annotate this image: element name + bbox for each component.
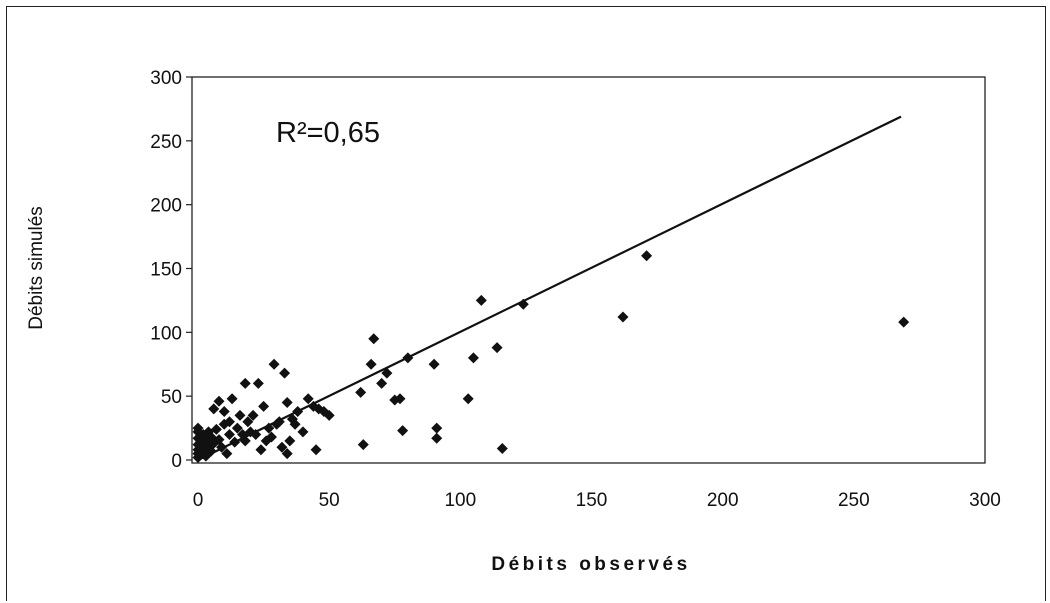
data-point [226,393,238,405]
data-point [289,418,301,430]
data-point [475,294,487,306]
y-tick-label: 150 [150,260,182,281]
data-point [402,352,414,364]
data-point [273,416,285,428]
y-tick-label: 50 [161,387,182,408]
plot-area-border [191,76,986,464]
data-point [428,358,440,370]
x-tick-label: 100 [444,490,476,511]
y-tick-label: 250 [150,132,182,153]
data-point [431,432,443,444]
data-point [281,397,293,409]
data-point [252,377,264,389]
data-point [229,436,241,448]
data-point [223,428,235,440]
y-tick-label: 200 [150,196,182,217]
data-point [302,393,314,405]
y-axis-title: Débits simulés [26,206,47,330]
data-point [216,441,228,453]
data-point [496,443,508,455]
data-point [208,403,220,415]
x-axis-title: Débits observés [491,554,690,575]
data-point [355,386,367,398]
data-point [258,400,270,412]
x-tick-label: 300 [969,490,1001,511]
x-tick-label: 250 [838,490,870,511]
data-point [394,393,406,405]
data-point [231,422,243,434]
data-point [268,358,280,370]
data-point [221,448,233,460]
data-point [213,395,225,407]
data-point [467,352,479,364]
data-point [898,316,910,328]
trend-line [197,115,902,461]
x-tick-label: 50 [319,490,340,511]
data-point [247,409,259,421]
data-point [292,405,304,417]
data-point [218,405,230,417]
x-tick-label: 200 [707,490,739,511]
data-point [281,448,293,460]
data-point [234,409,246,421]
data-point [323,409,335,421]
data-point [641,250,653,262]
data-point [265,431,277,443]
data-point [617,311,629,323]
data-point [284,435,296,447]
y-tick-label: 300 [150,68,182,89]
r-squared-annotation: R²=0,65 [276,117,380,149]
data-point [223,416,235,428]
data-point [517,298,529,310]
data-point [297,426,309,438]
data-point [491,342,503,354]
y-tick-label: 100 [150,323,182,344]
data-point [255,444,267,456]
chart-frame [6,6,1046,601]
data-point [263,422,275,434]
y-tick-label: 0 [171,451,182,472]
data-point [376,377,388,389]
data-point [462,393,474,405]
data-point [431,422,443,434]
data-point [239,377,251,389]
data-point [397,425,409,437]
data-point [279,367,291,379]
data-point [210,423,222,435]
data-point [381,367,393,379]
data-point [365,358,377,370]
x-tick-label: 0 [193,490,204,511]
data-point [368,333,380,345]
data-point [250,428,262,440]
data-point [242,416,254,428]
data-point [357,439,369,451]
data-point [276,441,288,453]
x-tick-label: 150 [576,490,608,511]
data-point [310,444,322,456]
data-point [239,435,251,447]
